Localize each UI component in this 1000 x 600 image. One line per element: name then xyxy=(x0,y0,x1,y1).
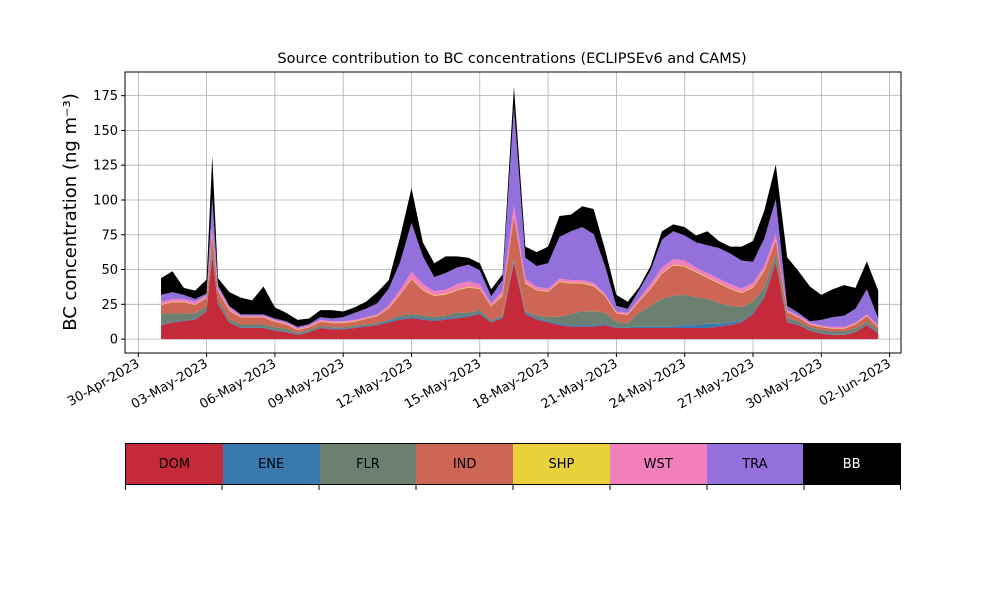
legend-entry-bb: BB xyxy=(803,444,900,484)
x-tick-label: 21-May-2023 xyxy=(539,356,621,412)
x-tick-label: 15-May-2023 xyxy=(402,356,484,412)
chart-title: Source contribution to BC concentrations… xyxy=(277,51,746,67)
x-tick-label: 06-May-2023 xyxy=(197,356,279,412)
x-tick-label: 03-May-2023 xyxy=(129,356,211,412)
x-tick-label: 27-May-2023 xyxy=(675,356,757,412)
y-tick-label: 125 xyxy=(93,159,118,174)
y-axis-label: BC concentration (ng m⁻³) xyxy=(60,93,81,331)
stacked-areas xyxy=(161,86,879,340)
y-tick-label: 150 xyxy=(93,124,118,139)
x-tick-label: 09-May-2023 xyxy=(266,356,348,412)
area-tra xyxy=(161,107,879,329)
y-tick-label: 75 xyxy=(101,228,118,243)
legend-entry-dom: DOM xyxy=(126,444,223,484)
legend-entry-ene: ENE xyxy=(222,444,320,484)
plot-frame xyxy=(124,71,902,354)
source-legend-colorbar: DOM ENE FLR IND SHP WST TRA BB xyxy=(125,443,901,485)
legend-tick-marks xyxy=(125,485,901,490)
bc-stacked-area-chart: Source contribution to BC concentrations… xyxy=(60,51,902,412)
y-tick-label: 175 xyxy=(93,89,118,104)
y-tick-label: 50 xyxy=(101,263,118,278)
x-tick-label: 24-May-2023 xyxy=(607,356,689,412)
y-tick-label: 100 xyxy=(93,193,118,208)
x-tick-label: 18-May-2023 xyxy=(470,356,552,412)
area-flr xyxy=(161,248,879,335)
y-tick-label: 0 xyxy=(110,333,118,348)
x-tick-label: 02-Jun-2023 xyxy=(817,356,894,409)
legend-entry-flr: FLR xyxy=(319,444,417,484)
area-dom xyxy=(161,255,879,340)
x-tick-label: 12-May-2023 xyxy=(334,356,416,412)
y-tick-label: 25 xyxy=(101,298,118,313)
legend-entry-ind: IND xyxy=(416,444,513,484)
legend-entry-wst: WST xyxy=(609,444,707,484)
area-ind xyxy=(161,216,879,333)
x-tick-label: 30-May-2023 xyxy=(744,356,826,412)
legend-entry-shp: SHP xyxy=(513,444,610,484)
area-bb xyxy=(161,86,879,327)
legend-entry-tra: TRA xyxy=(706,444,804,484)
